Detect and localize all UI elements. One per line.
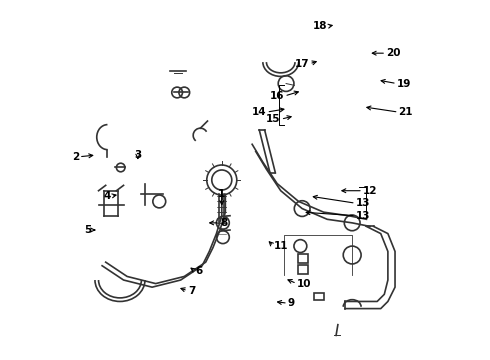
Text: 14: 14 (252, 107, 267, 117)
FancyBboxPatch shape (314, 293, 324, 300)
Text: 18: 18 (313, 21, 327, 31)
Text: 11: 11 (273, 241, 288, 251)
Text: 7: 7 (188, 286, 195, 296)
Text: 9: 9 (288, 298, 295, 308)
FancyBboxPatch shape (298, 265, 308, 274)
Text: 10: 10 (297, 279, 311, 289)
Text: 2: 2 (72, 152, 79, 162)
Text: 16: 16 (270, 91, 284, 101)
Text: 19: 19 (397, 78, 411, 89)
Text: 1: 1 (218, 189, 225, 199)
Text: 3: 3 (134, 150, 142, 160)
Text: 13: 13 (356, 198, 370, 208)
Text: 13: 13 (356, 211, 370, 221)
Text: 4: 4 (104, 191, 111, 201)
Text: 12: 12 (363, 186, 377, 196)
Text: 6: 6 (195, 266, 202, 276)
Text: 21: 21 (398, 107, 413, 117)
FancyBboxPatch shape (298, 254, 308, 263)
Text: 17: 17 (294, 59, 309, 69)
Text: 15: 15 (266, 114, 281, 124)
Text: 20: 20 (386, 48, 401, 58)
Text: 5: 5 (84, 225, 92, 235)
Text: 8: 8 (220, 218, 227, 228)
